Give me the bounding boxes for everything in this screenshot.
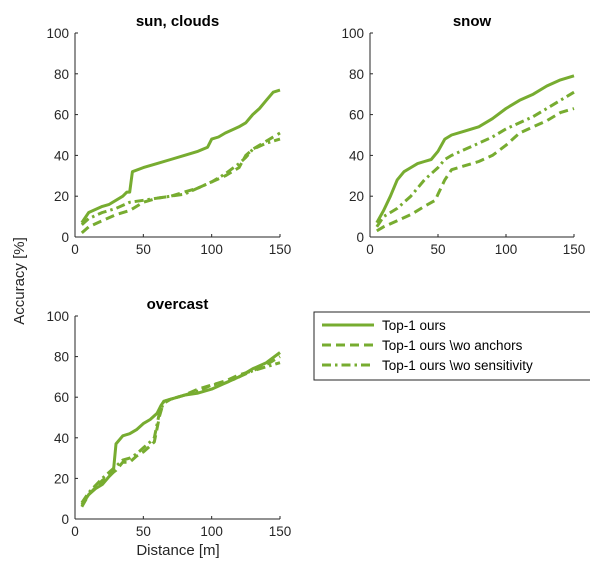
y-tick-label: 40 (54, 148, 69, 163)
x-tick-label: 100 (200, 242, 223, 257)
series-line-dash-dot (80, 361, 281, 504)
x-tick-label: 100 (495, 242, 518, 257)
series-line-dashed (80, 131, 281, 235)
legend-label: Top-1 ours \wo anchors (382, 338, 523, 353)
legend-label: Top-1 ours \wo sensitivity (382, 358, 533, 373)
legend-label: Top-1 ours (382, 318, 446, 333)
x-tick-label: 0 (71, 524, 79, 539)
series-line-solid (375, 74, 575, 224)
x-tick-label: 50 (136, 524, 151, 539)
y-tick-label: 20 (54, 471, 69, 486)
y-axis-label: Accuracy [%] (11, 237, 28, 325)
y-tick-label: 60 (349, 108, 364, 123)
y-tick-label: 0 (61, 512, 69, 527)
x-tick-label: 0 (71, 242, 79, 257)
y-tick-label: 60 (54, 390, 69, 405)
y-tick-label: 0 (356, 230, 364, 245)
y-tick-label: 80 (349, 67, 364, 82)
y-tick-label: 100 (341, 26, 364, 41)
y-tick-label: 80 (54, 350, 69, 365)
series-line-dash-dot (375, 90, 575, 228)
series-line-dash-dot (80, 137, 281, 226)
x-tick-label: 100 (200, 524, 223, 539)
x-axis-label: Distance [m] (136, 542, 219, 559)
y-tick-label: 40 (54, 431, 69, 446)
panel-title: overcast (147, 296, 209, 313)
series-line-solid (80, 88, 281, 224)
y-tick-label: 20 (54, 189, 69, 204)
y-tick-label: 20 (349, 189, 364, 204)
y-tick-label: 100 (46, 26, 69, 41)
x-tick-label: 150 (269, 524, 292, 539)
y-tick-label: 100 (46, 309, 69, 324)
x-tick-label: 0 (366, 242, 374, 257)
x-tick-label: 50 (430, 242, 445, 257)
series-line-solid (80, 351, 281, 506)
y-tick-label: 0 (61, 230, 69, 245)
panel-title: sun, clouds (136, 13, 219, 30)
y-tick-label: 60 (54, 108, 69, 123)
y-tick-label: 80 (54, 67, 69, 82)
series-line-dashed (80, 355, 281, 508)
panel-title: snow (453, 13, 492, 30)
series-line-dashed (376, 107, 575, 233)
y-tick-label: 40 (349, 148, 364, 163)
x-tick-label: 50 (136, 242, 151, 257)
x-tick-label: 150 (563, 242, 586, 257)
x-tick-label: 150 (269, 242, 292, 257)
legend-box (313, 311, 590, 381)
